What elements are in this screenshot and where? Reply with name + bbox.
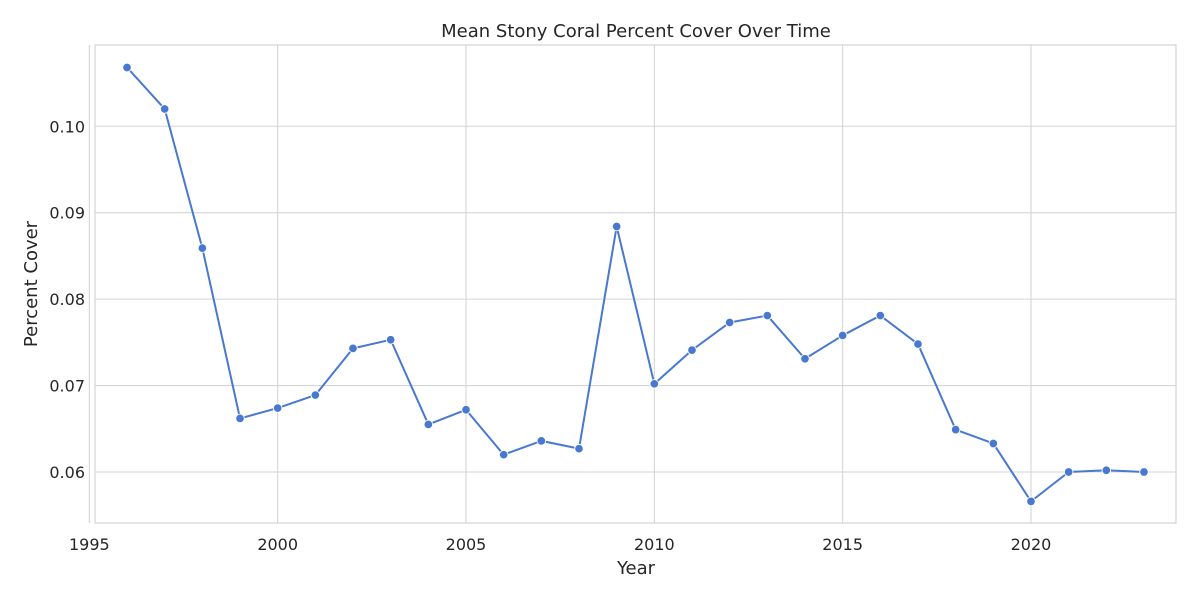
data-point — [348, 343, 358, 354]
grid-lines — [88, 45, 1176, 523]
data-point — [536, 436, 547, 446]
data-point — [574, 443, 584, 454]
data-point — [310, 390, 321, 400]
series-line — [126, 66, 1145, 503]
data-point — [988, 438, 999, 449]
data-point — [385, 335, 396, 345]
x-tick-label: 2005 — [446, 535, 487, 554]
data-point — [724, 317, 735, 328]
data-point — [197, 243, 208, 253]
plot-frame — [94, 44, 1177, 524]
y-tick-label: 0.06 — [49, 463, 85, 482]
x-tick-label: 2015 — [822, 535, 863, 554]
data-point — [800, 354, 810, 364]
y-axis-label: Percent Cover — [21, 220, 42, 347]
data-point — [762, 310, 773, 321]
x-axis-ticks: 1995 2000 2005 2010 2015 2020 — [69, 535, 1051, 554]
data-point — [1101, 465, 1112, 476]
y-tick-label: 0.10 — [49, 117, 85, 136]
data-point — [1026, 496, 1036, 507]
chart-title: Mean Stony Coral Percent Cover Over Time — [441, 21, 831, 42]
x-tick-label: 1995 — [69, 535, 110, 554]
x-tick-label: 2010 — [634, 535, 675, 554]
data-point — [461, 405, 471, 415]
data-point — [272, 403, 283, 413]
data-point — [423, 419, 434, 430]
data-point — [611, 221, 622, 232]
data-point — [122, 62, 132, 73]
x-axis-label: Year — [616, 558, 656, 579]
data-point — [687, 345, 697, 355]
data-point — [1063, 467, 1074, 477]
data-point — [950, 424, 961, 435]
data-point — [649, 379, 660, 389]
data-point — [498, 449, 509, 460]
series-layer — [122, 62, 1149, 507]
y-axis-ticks: 0.06 0.07 0.08 0.09 0.10 — [49, 117, 85, 482]
x-tick-label: 2020 — [1011, 535, 1052, 554]
data-point — [875, 310, 886, 321]
data-point — [1139, 467, 1149, 477]
data-point — [913, 339, 923, 349]
y-tick-label: 0.08 — [49, 290, 85, 309]
data-point — [235, 413, 245, 424]
y-tick-label: 0.07 — [49, 377, 85, 396]
y-tick-label: 0.09 — [49, 204, 85, 223]
data-point — [837, 330, 848, 341]
data-point — [159, 104, 170, 114]
x-tick-label: 2000 — [257, 535, 298, 554]
